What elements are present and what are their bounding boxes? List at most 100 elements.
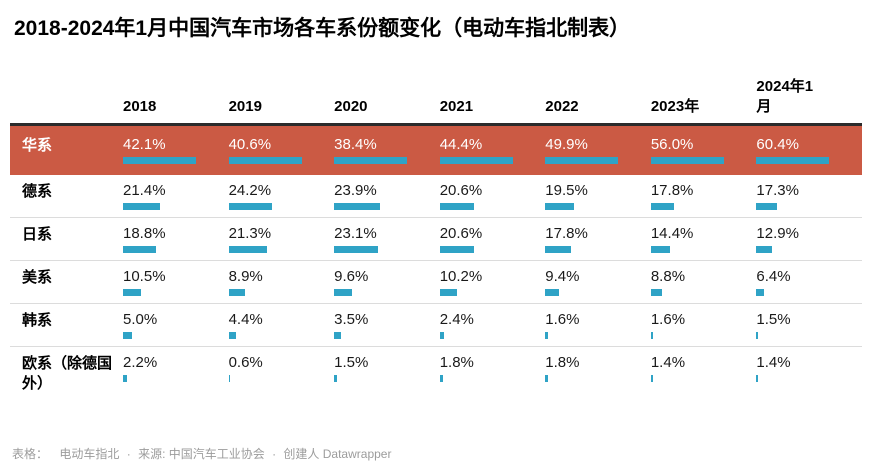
cell-value: 19.5%	[545, 182, 588, 199]
column-header: 2020	[334, 98, 368, 115]
bar-track	[334, 246, 407, 253]
table-cell: 0.6%	[228, 354, 335, 382]
table-cell: 56.0%	[650, 136, 757, 164]
bar-track	[123, 332, 196, 339]
cell-value: 10.2%	[439, 268, 483, 285]
column-header: 2022	[545, 98, 579, 115]
table-cell: 17.3%	[756, 182, 862, 210]
cell-value: 49.9%	[545, 136, 588, 153]
bar-track	[650, 157, 724, 164]
table-cell: 21.4%	[123, 182, 229, 210]
bar-track	[228, 246, 302, 253]
table-cell: 20.6%	[439, 225, 546, 253]
cell-value: 44.4%	[439, 136, 483, 153]
cell-value: 1.6%	[545, 311, 580, 328]
bar-track	[123, 203, 196, 210]
cell-value: 8.9%	[228, 268, 263, 285]
table-row: 欧系（除德国外） 2.2% 0.6% 1.5% 1.8% 1.8% 1.4% 1.4%	[10, 346, 862, 411]
value-bar	[756, 157, 830, 164]
cell-value: 17.3%	[756, 182, 799, 199]
bar-track	[334, 332, 407, 339]
value-bar	[334, 375, 338, 382]
cell-value: 12.9%	[756, 225, 799, 242]
column-header: 2023年	[650, 98, 700, 115]
value-bar	[650, 332, 653, 339]
table-body: 华系 42.1% 40.6% 38.4% 44.4% 49.9% 56.0% 60.4% 德系 2…	[10, 126, 862, 411]
value-bar	[545, 375, 548, 382]
cell-value: 1.8%	[545, 354, 580, 371]
table-cell: 14.4%	[650, 225, 757, 253]
table-footer: 表格： 电动车指北 · 来源: 中国汽车工业协会 · 创建人 Datawrapp…	[12, 447, 870, 462]
table-cell: 8.9%	[228, 268, 335, 296]
table-cell: 40.6%	[228, 136, 335, 164]
value-bar	[756, 289, 765, 296]
footer-separator: ·	[272, 447, 277, 461]
value-bar	[756, 246, 773, 253]
cell-value: 4.4%	[228, 311, 263, 328]
bar-track	[334, 375, 407, 382]
cell-value: 20.6%	[439, 182, 483, 199]
table-cell: 1.6%	[545, 311, 651, 339]
table-cell: 24.2%	[228, 182, 335, 210]
bar-track	[650, 203, 724, 210]
cell-value: 9.6%	[334, 268, 369, 285]
value-bar	[650, 157, 724, 164]
table-row: 德系 21.4% 24.2% 23.9% 20.6% 19.5% 17.8% 17.3%	[10, 175, 862, 217]
cell-value: 1.4%	[756, 354, 791, 371]
table-cell: 1.5%	[334, 354, 440, 382]
cell-value: 2.4%	[439, 311, 474, 328]
value-bar	[439, 375, 443, 382]
cell-value: 24.2%	[228, 182, 272, 199]
row-label: 德系	[22, 183, 53, 200]
table-cell: 1.8%	[439, 354, 546, 382]
column-header: 2018	[123, 98, 157, 115]
value-bar	[756, 203, 778, 210]
row-label: 美系	[22, 269, 53, 286]
cell-value: 1.8%	[439, 354, 474, 371]
cell-value: 2.2%	[123, 354, 158, 371]
bar-track	[334, 203, 407, 210]
table-cell: 44.4%	[439, 136, 546, 164]
cell-value: 1.5%	[756, 311, 791, 328]
bar-track	[334, 157, 408, 164]
footer-source: 来源: 中国汽车工业协会	[138, 447, 265, 461]
bar-track	[545, 203, 618, 210]
table-cell: 10.5%	[123, 268, 229, 296]
bar-track	[228, 332, 302, 339]
bar-track	[545, 289, 618, 296]
cell-value: 14.4%	[650, 225, 694, 242]
column-header: 2019	[228, 98, 262, 115]
table-cell: 1.4%	[756, 354, 862, 382]
cell-value: 38.4%	[334, 136, 377, 153]
table-cell: 17.8%	[650, 182, 757, 210]
bar-track	[650, 246, 724, 253]
value-bar	[228, 203, 273, 210]
cell-value: 10.5%	[123, 268, 166, 285]
table-cell: 1.8%	[545, 354, 651, 382]
bar-track	[123, 246, 196, 253]
bar-track	[545, 246, 618, 253]
table-cell: 10.2%	[439, 268, 546, 296]
table-cell: 17.8%	[545, 225, 651, 253]
bar-track	[439, 332, 513, 339]
table-cell: 38.4%	[334, 136, 440, 164]
bar-track	[650, 332, 724, 339]
value-bar	[123, 203, 161, 210]
bar-track	[756, 203, 829, 210]
cell-value: 18.8%	[123, 225, 166, 242]
table-cell: 21.3%	[228, 225, 335, 253]
value-bar	[228, 332, 237, 339]
footer-table-name: 电动车指北	[59, 447, 120, 461]
table-cell: 49.9%	[545, 136, 651, 164]
bar-track	[650, 289, 724, 296]
value-bar	[545, 203, 574, 210]
value-bar	[123, 332, 132, 339]
value-bar	[439, 332, 444, 339]
bar-track	[439, 289, 513, 296]
value-bar	[545, 157, 619, 164]
cell-value: 23.9%	[334, 182, 377, 199]
table-row: 美系 10.5% 8.9% 9.6% 10.2% 9.4% 8.8% 6.4%	[10, 260, 862, 303]
cell-value: 1.5%	[334, 354, 369, 371]
share-table: 2018 2019 2020 2021 2022 2023年 2024年1月 华系 42.1%…	[10, 76, 862, 411]
value-bar	[545, 332, 548, 339]
